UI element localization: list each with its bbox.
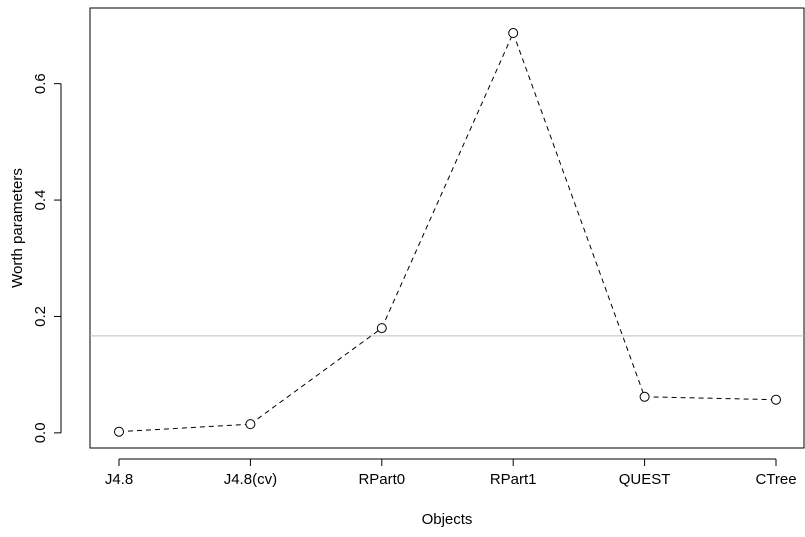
y-tick-label: 0.2 bbox=[32, 306, 49, 327]
y-tick-label: 0.6 bbox=[32, 73, 49, 94]
y-axis-label: Worth parameters bbox=[9, 168, 26, 288]
x-tick-label: J4.8 bbox=[105, 471, 133, 488]
y-tick-label: 0.0 bbox=[32, 422, 49, 443]
data-point bbox=[508, 28, 519, 39]
x-tick-label: RPart0 bbox=[358, 471, 405, 488]
data-point bbox=[114, 426, 124, 437]
data-point bbox=[771, 394, 781, 405]
x-axis: J4.8 J4.8(cv) RPart0 RPart1 QUEST CTree bbox=[105, 458, 797, 488]
x-tick-label: J4.8(cv) bbox=[224, 471, 277, 488]
series-segment bbox=[644, 396, 777, 401]
y-tick-label: 0.4 bbox=[32, 190, 49, 211]
series-points bbox=[114, 28, 781, 437]
data-point bbox=[245, 419, 256, 430]
x-tick-label: RPart1 bbox=[490, 471, 537, 488]
y-axis: 0.0 0.2 0.4 0.6 bbox=[32, 73, 62, 443]
series-line bbox=[118, 32, 777, 433]
x-axis-label: Objects bbox=[422, 511, 473, 528]
data-point bbox=[639, 391, 650, 402]
series-segment bbox=[250, 327, 383, 425]
x-tick-label: CTree bbox=[755, 471, 796, 488]
series-segment bbox=[512, 32, 646, 397]
data-point bbox=[376, 323, 387, 334]
series-segment bbox=[381, 32, 514, 329]
x-tick-label: QUEST bbox=[619, 471, 671, 488]
series-segment bbox=[118, 423, 251, 433]
plot-frame bbox=[89, 7, 805, 449]
